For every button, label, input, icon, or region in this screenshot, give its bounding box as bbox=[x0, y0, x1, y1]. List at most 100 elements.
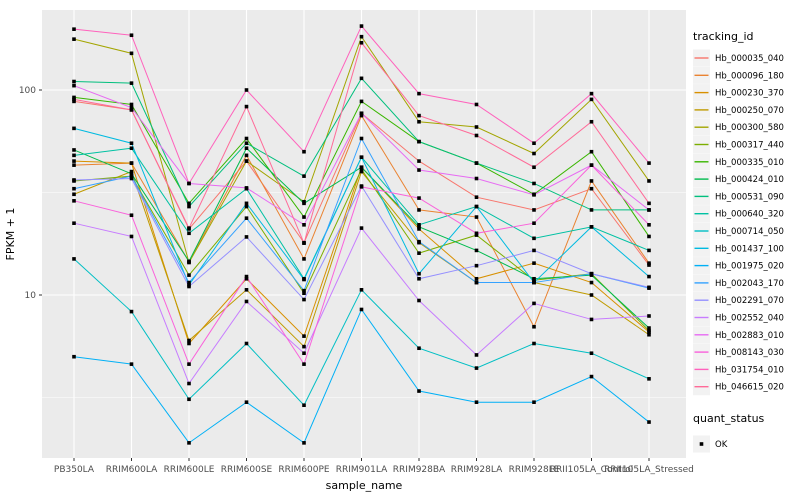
data-point[interactable] bbox=[129, 33, 134, 38]
data-point[interactable] bbox=[532, 301, 536, 306]
data-point[interactable] bbox=[72, 83, 76, 88]
data-point[interactable] bbox=[532, 276, 536, 281]
legend-item-Hb_008143_030[interactable]: Hb_008143_030 bbox=[693, 343, 784, 361]
data-point[interactable] bbox=[302, 362, 306, 366]
data-point[interactable] bbox=[187, 231, 191, 236]
data-point[interactable] bbox=[359, 76, 364, 81]
data-point[interactable] bbox=[187, 341, 191, 346]
data-point[interactable] bbox=[359, 165, 364, 170]
data-point[interactable] bbox=[647, 420, 651, 424]
data-point[interactable] bbox=[302, 174, 306, 178]
legend-item-Hb_046615_020[interactable]: Hb_046615_020 bbox=[693, 378, 784, 396]
data-point[interactable] bbox=[187, 280, 191, 285]
data-point[interactable] bbox=[244, 153, 249, 158]
data-point[interactable] bbox=[302, 291, 306, 296]
data-point[interactable] bbox=[532, 221, 536, 225]
data-point[interactable] bbox=[474, 353, 479, 357]
data-point[interactable] bbox=[532, 165, 536, 170]
data-point[interactable] bbox=[589, 119, 594, 124]
data-point[interactable] bbox=[129, 362, 134, 366]
data-point[interactable] bbox=[302, 334, 306, 338]
data-point[interactable] bbox=[532, 324, 536, 329]
data-point[interactable] bbox=[302, 223, 306, 227]
data-point[interactable] bbox=[647, 208, 651, 212]
data-point[interactable] bbox=[359, 113, 364, 118]
data-point[interactable] bbox=[474, 102, 479, 107]
data-point[interactable] bbox=[647, 261, 651, 265]
legend-item-Hb_000531_090[interactable]: Hb_000531_090 bbox=[693, 187, 784, 205]
data-point[interactable] bbox=[72, 221, 76, 225]
data-point[interactable] bbox=[244, 159, 249, 163]
data-point[interactable] bbox=[589, 91, 594, 96]
data-point[interactable] bbox=[244, 104, 249, 109]
legend-item-Hb_000335_010[interactable]: Hb_000335_010 bbox=[693, 153, 784, 171]
data-point[interactable] bbox=[72, 178, 76, 182]
data-point[interactable] bbox=[589, 374, 594, 379]
legend-item-Hb_000230_370[interactable]: Hb_000230_370 bbox=[693, 84, 784, 102]
data-point[interactable] bbox=[129, 234, 134, 239]
data-point[interactable] bbox=[129, 174, 134, 178]
data-point[interactable] bbox=[187, 381, 191, 386]
data-point[interactable] bbox=[129, 176, 134, 181]
legend-item-Hb_000317_440[interactable]: Hb_000317_440 bbox=[693, 136, 784, 153]
data-point[interactable] bbox=[589, 280, 594, 285]
data-point[interactable] bbox=[417, 139, 421, 144]
legend-item-Hb_000424_010[interactable]: Hb_000424_010 bbox=[693, 170, 784, 188]
data-point[interactable] bbox=[129, 51, 134, 56]
data-point[interactable] bbox=[532, 208, 536, 212]
legend-item-Hb_000640_320[interactable]: Hb_000640_320 bbox=[693, 205, 784, 223]
data-point[interactable] bbox=[359, 111, 364, 116]
data-point[interactable] bbox=[302, 241, 306, 245]
data-point[interactable] bbox=[359, 226, 364, 230]
data-point[interactable] bbox=[417, 239, 421, 244]
data-point[interactable] bbox=[532, 248, 536, 253]
data-point[interactable] bbox=[72, 97, 76, 102]
data-point[interactable] bbox=[474, 366, 479, 370]
data-point[interactable] bbox=[302, 403, 306, 408]
data-point[interactable] bbox=[359, 155, 364, 160]
legend-item-Hb_031754_010[interactable]: Hb_031754_010 bbox=[693, 360, 784, 378]
data-point[interactable] bbox=[302, 288, 306, 293]
data-point[interactable] bbox=[532, 261, 536, 265]
data-point[interactable] bbox=[129, 161, 134, 165]
data-point[interactable] bbox=[72, 192, 76, 197]
data-point[interactable] bbox=[589, 208, 594, 212]
data-point[interactable] bbox=[532, 181, 536, 186]
data-point[interactable] bbox=[244, 235, 249, 239]
data-point[interactable] bbox=[72, 99, 76, 104]
data-point[interactable] bbox=[589, 317, 594, 322]
data-point[interactable] bbox=[417, 227, 421, 231]
data-point[interactable] bbox=[532, 236, 536, 241]
data-point[interactable] bbox=[187, 181, 191, 186]
data-point[interactable] bbox=[302, 277, 306, 282]
legend-item-Hb_002043_170[interactable]: Hb_002043_170 bbox=[693, 274, 784, 292]
data-point[interactable] bbox=[647, 274, 651, 279]
data-point[interactable] bbox=[417, 159, 421, 163]
data-point[interactable] bbox=[244, 141, 249, 146]
data-point[interactable] bbox=[187, 201, 191, 206]
data-point[interactable] bbox=[187, 259, 191, 264]
data-point[interactable] bbox=[187, 284, 191, 289]
data-point[interactable] bbox=[129, 146, 134, 151]
data-point[interactable] bbox=[302, 149, 306, 154]
data-point[interactable] bbox=[474, 215, 479, 219]
data-point[interactable] bbox=[474, 276, 479, 281]
data-point[interactable] bbox=[72, 354, 76, 359]
data-point[interactable] bbox=[474, 125, 479, 129]
data-point[interactable] bbox=[417, 208, 421, 212]
legend-item-Hb_002291_070[interactable]: Hb_002291_070 bbox=[693, 291, 784, 309]
data-point[interactable] bbox=[417, 346, 421, 351]
data-point[interactable] bbox=[244, 204, 249, 209]
legend-item-Hb_000096_180[interactable]: Hb_000096_180 bbox=[693, 66, 784, 84]
data-point[interactable] bbox=[647, 314, 651, 318]
legend-item-Hb_001975_020[interactable]: Hb_001975_020 bbox=[693, 257, 784, 275]
data-point[interactable] bbox=[72, 95, 76, 100]
data-point[interactable] bbox=[72, 163, 76, 167]
data-point[interactable] bbox=[647, 285, 651, 290]
data-point[interactable] bbox=[302, 215, 306, 219]
data-point[interactable] bbox=[129, 213, 134, 218]
data-point[interactable] bbox=[589, 149, 594, 154]
data-point[interactable] bbox=[589, 293, 594, 297]
data-point[interactable] bbox=[474, 280, 479, 285]
data-point[interactable] bbox=[647, 161, 651, 165]
